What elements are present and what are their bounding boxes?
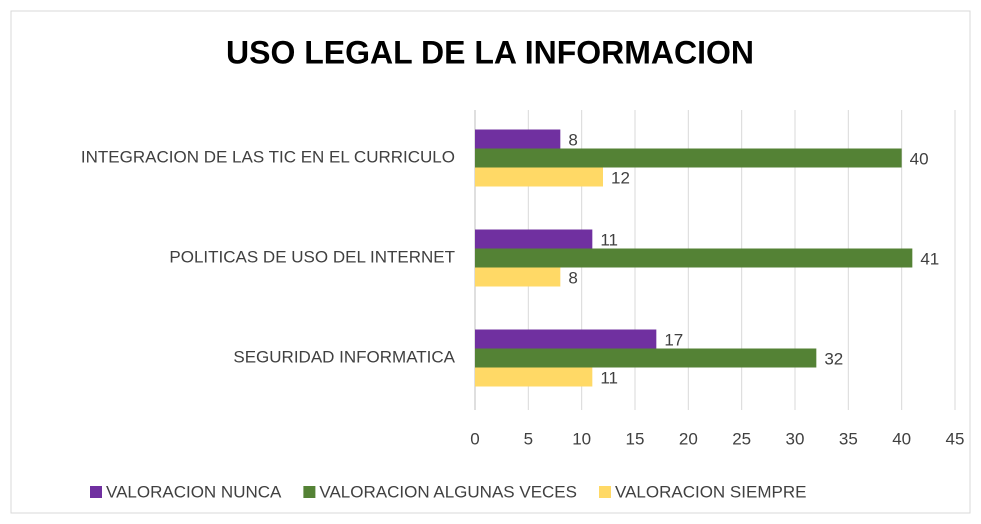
legend-swatch [303,486,316,498]
legend-swatch [599,486,611,498]
category-label: POLITICAS DE USO DEL INTERNET [169,247,455,266]
bar [475,348,817,368]
data-label: 11 [600,368,618,387]
x-tick-label: 20 [679,429,698,448]
legend-label: VALORACION ALGUNAS VECES [319,482,577,501]
legend-label: VALORACION NUNCA [106,482,282,501]
data-label: 12 [611,168,630,187]
legend-swatch [90,486,102,498]
x-tick-label: 35 [839,429,858,448]
bar [475,148,902,168]
bar [475,267,561,287]
data-label: 32 [824,349,843,368]
data-label: 11 [600,230,618,249]
data-label: 17 [664,330,683,349]
bar [475,329,657,349]
category-label: INTEGRACION DE LAS TIC EN EL CURRICULO [81,147,455,166]
x-tick-label: 45 [946,429,965,448]
bar [475,367,593,387]
data-label: 41 [920,249,939,268]
x-tick-label: 5 [524,429,533,448]
x-tick-label: 0 [470,429,479,448]
x-tick-label: 25 [732,429,751,448]
bar [475,248,913,268]
data-label: 8 [568,268,577,287]
data-label: 8 [568,130,577,149]
data-label: 40 [910,149,929,168]
x-tick-label: 15 [626,429,645,448]
legend-label: VALORACION SIEMPRE [615,482,806,501]
bar [475,229,593,249]
bar [475,167,603,187]
chart-title: USO LEGAL DE LA INFORMACION [226,34,754,70]
x-tick-label: 30 [786,429,805,448]
category-label: SEGURIDAD INFORMATICA [233,347,455,366]
x-tick-label: 10 [572,429,591,448]
bar [475,129,561,149]
x-tick-label: 40 [892,429,911,448]
